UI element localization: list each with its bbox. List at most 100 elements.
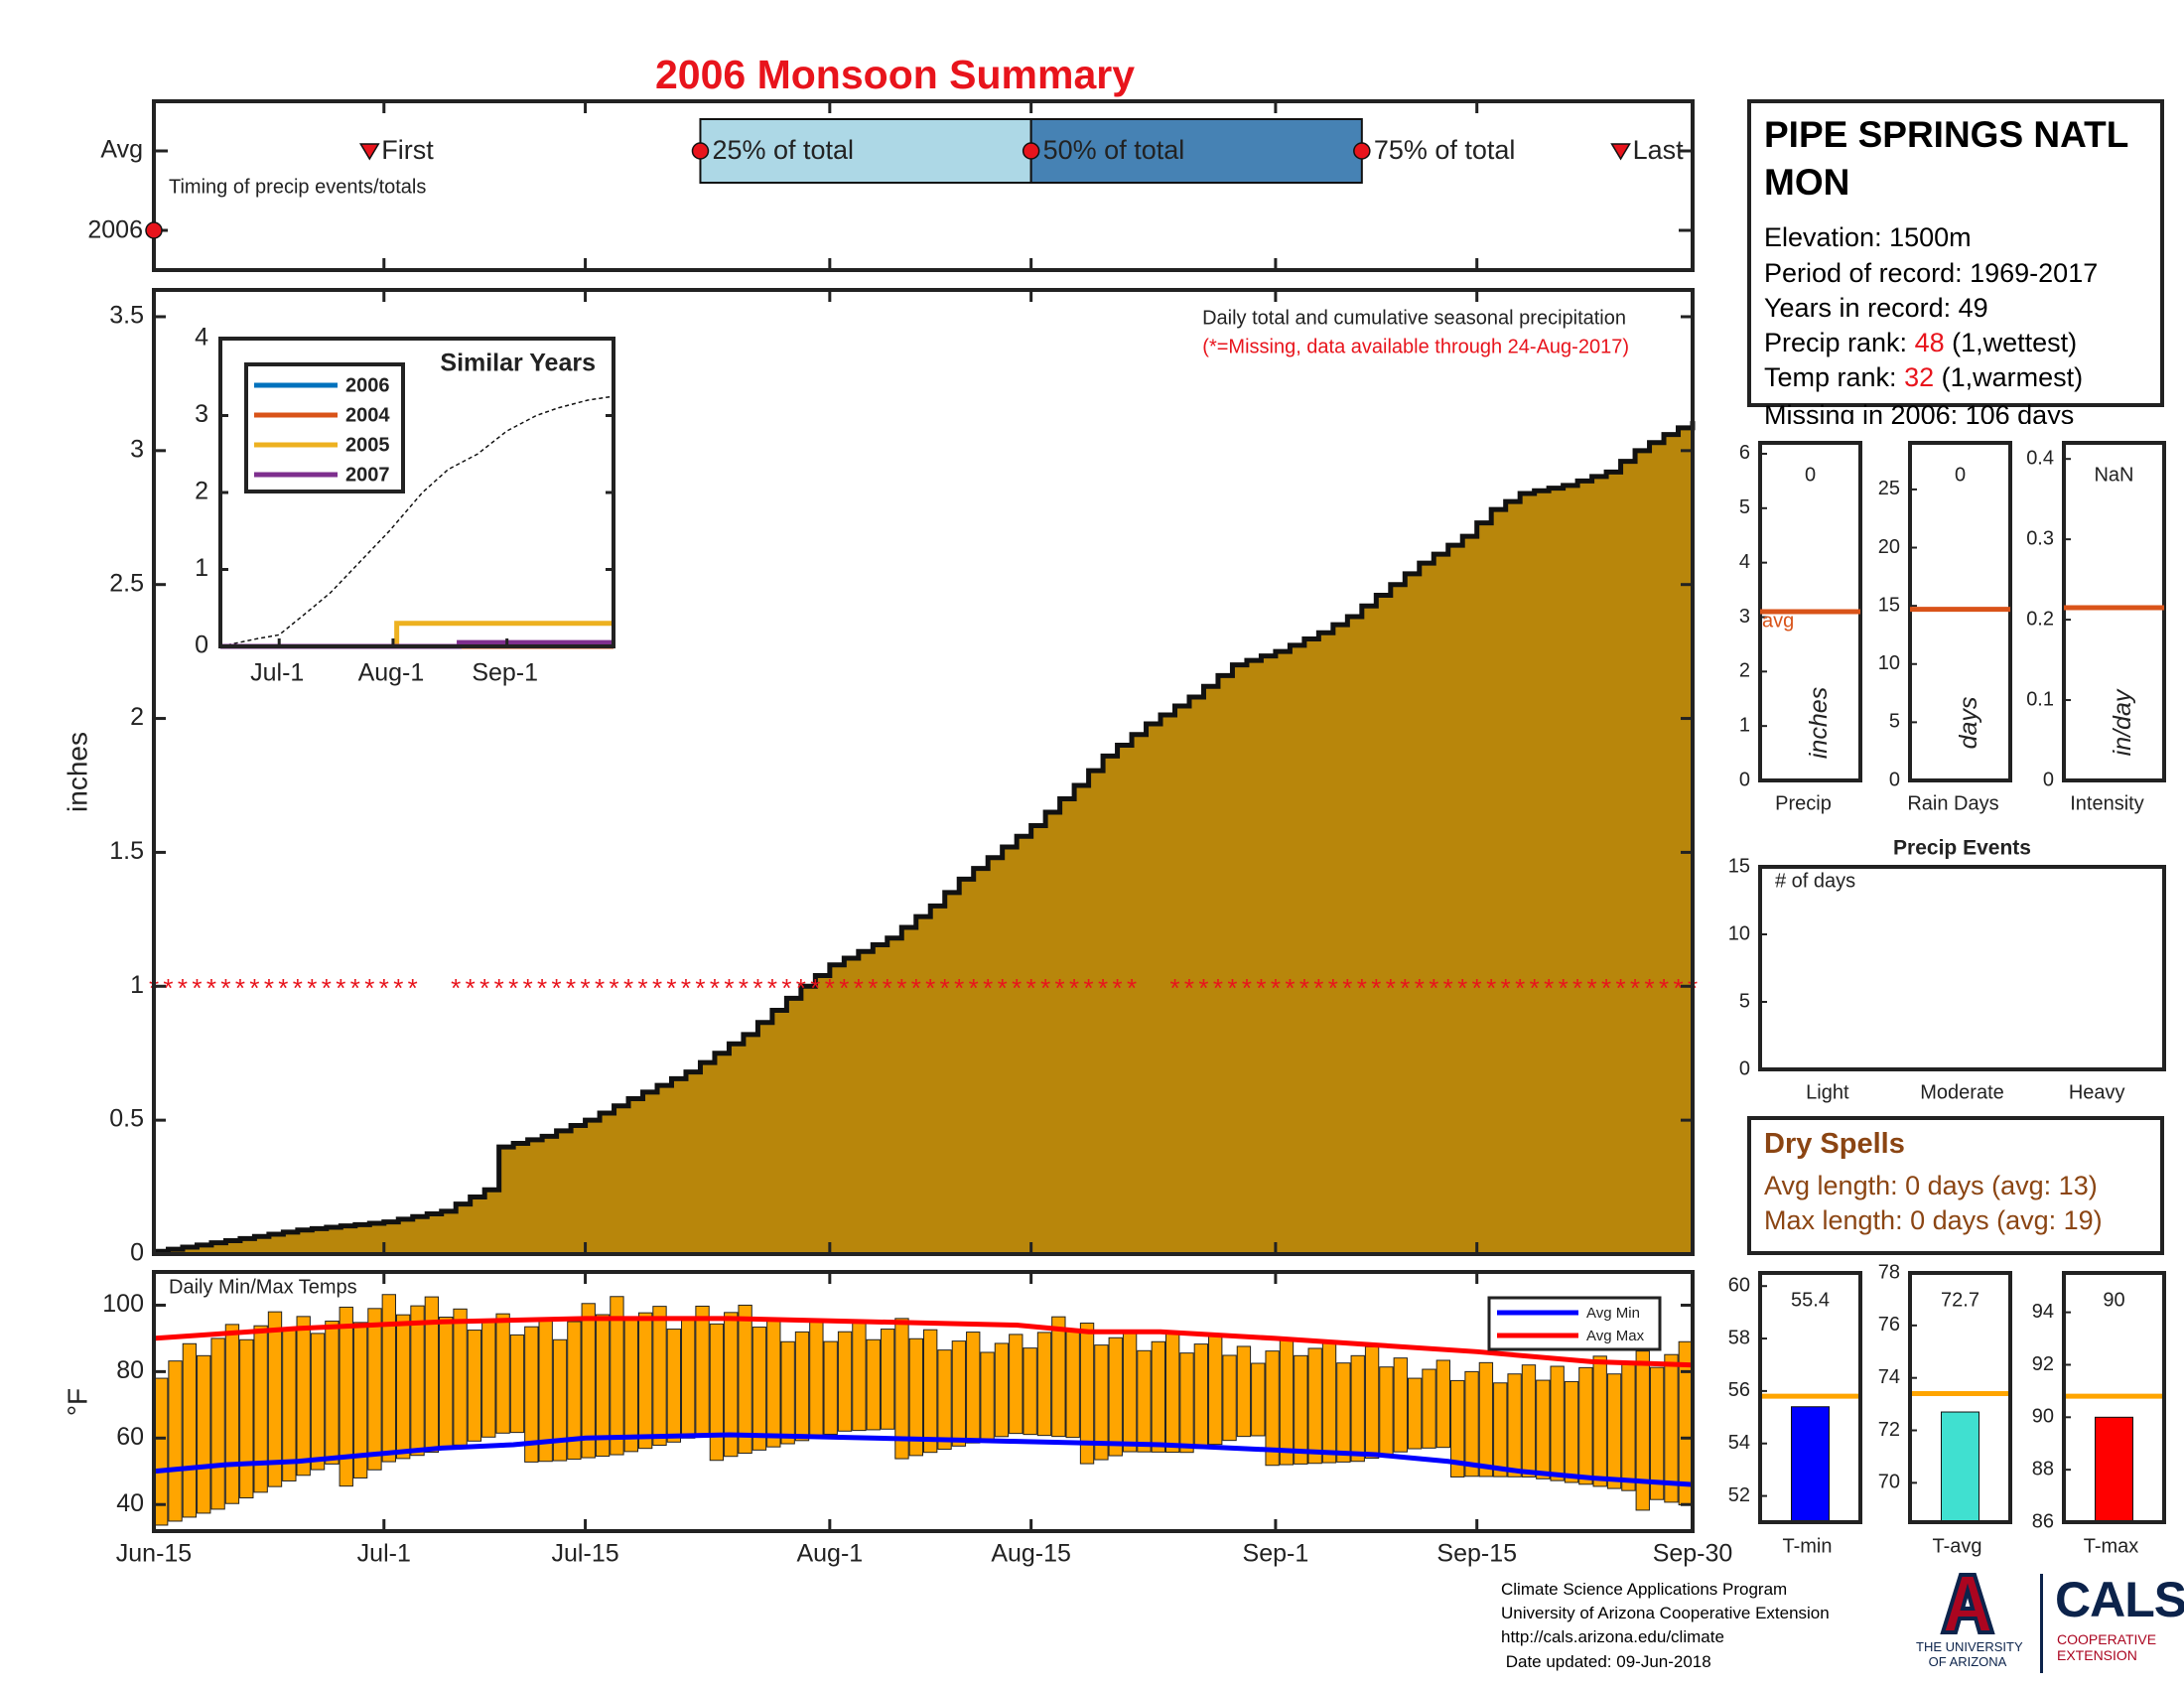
t-max-y-tick-label: 92: [2032, 1353, 2054, 1375]
missing-marker: *: [1659, 973, 1669, 1003]
temp-bar: [1164, 1332, 1180, 1454]
temp-bar: [1265, 1350, 1280, 1467]
cumulative-precip-area: [154, 421, 1693, 1254]
missing-marker: *: [1616, 973, 1626, 1003]
timing-panel-frame: [152, 99, 1695, 272]
temps-y-tick-label: 60: [116, 1423, 144, 1451]
temp-bar: [766, 1319, 781, 1448]
temp-bar: [1635, 1350, 1650, 1511]
footer-url[interactable]: http://cals.arizona.edu/climate: [1501, 1627, 1724, 1646]
temp-bar: [567, 1321, 582, 1461]
missing-marker: *: [1673, 973, 1683, 1003]
temp-bar: [1578, 1366, 1593, 1485]
temp-bar: [1592, 1355, 1607, 1487]
temp-bar: [310, 1333, 326, 1471]
temps-plot-frame: [152, 1270, 1695, 1533]
precip-value: 0: [1805, 464, 1816, 486]
temp-bar: [1094, 1344, 1109, 1461]
missing-marker: *: [1544, 973, 1554, 1003]
temp-bar: [595, 1314, 611, 1458]
missing-marker: *: [911, 973, 921, 1003]
precip-plot-frame: [152, 288, 1695, 1256]
temp-bar: [637, 1312, 653, 1450]
temp-bar: [339, 1306, 353, 1487]
t-min-y-tick-label: 60: [1728, 1274, 1750, 1296]
temp-rank-text: Temp rank: 32 (1,warmest): [1764, 360, 2083, 395]
missing-marker: *: [1415, 973, 1425, 1003]
y-tick-label: 0.5: [109, 1105, 144, 1133]
missing-marker: *: [1040, 973, 1050, 1003]
missing-marker: *: [1559, 973, 1569, 1003]
missing-marker: *: [479, 973, 489, 1003]
missing-marker: *: [1371, 973, 1381, 1003]
missing-marker: *: [954, 973, 964, 1003]
t-min-y-tick-label: 58: [1728, 1327, 1750, 1348]
ua-name-2: OF ARIZONA: [1928, 1654, 2007, 1669]
timing-box-q2: [1029, 118, 1363, 184]
temps-y-tick-label: 80: [116, 1356, 144, 1384]
missing-marker: *: [1112, 973, 1122, 1003]
missing-marker: *: [1644, 973, 1654, 1003]
temp-bar: [666, 1329, 682, 1443]
temps-y-tick-label: 40: [116, 1489, 144, 1517]
temps-title: Daily Min/Max Temps: [169, 1276, 357, 1298]
missing-marker: *: [494, 973, 504, 1003]
missing-marker: *: [825, 973, 835, 1003]
temp-bar: [282, 1328, 297, 1481]
temp-bar: [780, 1340, 795, 1445]
missing-marker: *: [1242, 973, 1252, 1003]
temp-bar: [794, 1331, 810, 1442]
temp-bar: [866, 1338, 881, 1431]
missing-marker: *: [249, 973, 259, 1003]
missing-marker: *: [940, 973, 950, 1003]
intensity-y-tick-label: 0.3: [2026, 527, 2054, 549]
missing-marker: *: [1026, 973, 1036, 1003]
missing-marker: *: [1630, 973, 1640, 1003]
events-label-moderate: Moderate: [1920, 1081, 2004, 1103]
temp-bar: [1550, 1365, 1565, 1481]
footer-program: Climate Science Applications Program: [1501, 1580, 1788, 1599]
missing-marker: *: [1198, 973, 1208, 1003]
t-min-y-tick-label: 56: [1728, 1379, 1750, 1401]
temp-bar: [182, 1342, 198, 1518]
temp-bar: [1307, 1347, 1322, 1465]
precip-rank-label: Precip rank:: [1764, 328, 1915, 357]
temp-bar: [751, 1327, 767, 1451]
temp-bar: [852, 1321, 867, 1432]
dry-spells-avg: Avg length: 0 days (avg: 13): [1764, 1171, 2098, 1200]
temp-bar: [894, 1318, 909, 1460]
precip-label: Precip: [1775, 792, 1832, 814]
missing-marker: *: [710, 973, 720, 1003]
temp-bar: [1122, 1330, 1138, 1453]
timing-marker-25-of-total: [691, 142, 710, 160]
legend-label-2004: 2004: [345, 404, 390, 426]
inset-x-tick-label: Jul-1: [250, 659, 304, 687]
t-avg-bar: [1941, 1411, 1979, 1523]
temp-bar: [552, 1338, 568, 1462]
temp-bar: [1606, 1373, 1622, 1489]
timing-row-year: 2006: [87, 216, 143, 244]
temp-bar: [1621, 1361, 1636, 1491]
missing-marker: *: [969, 973, 979, 1003]
intensity-y-tick-label: 0.2: [2026, 608, 2054, 630]
missing-marker: *: [466, 973, 476, 1003]
precip-events-title: Precip Events: [1893, 837, 2031, 860]
temp-bar: [1493, 1382, 1508, 1477]
missing-marker: *: [1342, 973, 1352, 1003]
temp-bar: [695, 1305, 710, 1435]
missing-marker: *: [983, 973, 993, 1003]
missing-marker: *: [681, 973, 691, 1003]
missing-marker: *: [1127, 973, 1137, 1003]
missing-marker: *: [537, 973, 547, 1003]
t-max-y-tick-label: 90: [2032, 1406, 2054, 1428]
temp-bar: [1407, 1377, 1423, 1450]
cals-logo-text: CALS: [2055, 1572, 2184, 1627]
missing-marker: *: [1572, 973, 1582, 1003]
temp-bar: [481, 1321, 496, 1438]
temp-bar: [524, 1326, 539, 1463]
t-max-panel-frame: [2062, 1271, 2166, 1524]
t-avg-y-tick-label: 76: [1878, 1314, 1900, 1336]
intensity-panel-frame: [2062, 441, 2166, 782]
x-tick-label: Sep-1: [1243, 1540, 1309, 1568]
rain-days-value: 0: [1955, 464, 1966, 486]
